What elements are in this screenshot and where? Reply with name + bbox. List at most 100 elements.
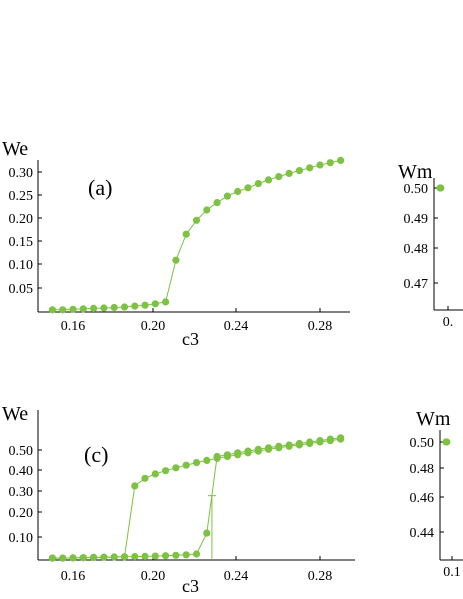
data-point-panel-c [192,550,201,558]
panel-label-a: (a) [88,175,112,200]
x-tick-label-panel-a: 0.20 [141,319,166,334]
data-point-panel-a [234,187,242,196]
data-point-panel-b [437,184,445,192]
y-tick-label-panel-b: 0.50 [404,182,429,197]
x-tick-label-panel-d: 0.1 [443,565,461,580]
y-tick-label-panel-a: 0.05 [9,282,34,297]
data-point-panel-c [100,553,108,561]
y-tick-label-panel-d: 0.50 [410,436,435,451]
data-point-panel-a [141,301,149,309]
ylabel-panel-b: Wm [398,161,433,183]
ylabel-panel-d: Wm [416,408,451,430]
data-point-panel-a [306,164,314,172]
data-point-panel-c [254,445,262,453]
chart-panel-d: Wm 0.1 0.44 0.46 0.48 0.50 [410,408,463,580]
xlabel-panel-c: c3 [182,576,199,596]
data-point-panel-c [234,449,242,457]
data-point-panel-c [306,438,314,446]
data-point-panel-a [151,300,159,308]
y-tick-label-panel-c: 0.10 [9,531,34,546]
data-point-panel-a [275,173,283,181]
data-point-panel-a [69,305,77,313]
data-point-panel-a [203,206,211,214]
ylabel-panel-a: We [2,138,28,160]
y-tick-label-panel-d: 0.48 [410,462,435,477]
chart-panel-c: We (c) c3 0.16 0.20 0.24 0.28 0.10 0.20 0.30 0.… [2,403,355,596]
ylabel-panel-c: We [2,403,28,425]
panel-label-c: (c) [84,442,108,467]
data-point-panel-c [182,461,190,469]
data-point-panel-a [326,159,334,167]
y-tick-label-panel-a: 0.25 [9,189,34,204]
data-point-panel-c [182,551,190,559]
y-tick-label-panel-b: 0.47 [404,277,429,292]
data-point-panel-c [120,553,129,561]
data-point-panel-a [254,180,262,188]
data-point-panel-c [244,447,252,455]
data-point-panel-c [172,464,180,472]
y-tick-label-panel-a: 0.15 [9,235,34,250]
data-point-panel-c [192,459,201,467]
data-point-panel-c [69,554,77,562]
data-point-panel-c [203,529,211,537]
data-point-panel-a [100,304,108,312]
data-point-panel-a [316,161,324,169]
data-point-panel-c [203,456,211,464]
y-tick-label-panel-b: 0.48 [404,242,429,257]
data-point-panel-a [48,306,57,314]
y-tick-label-panel-c: 0.40 [9,464,34,479]
data-point-panel-c [141,474,149,482]
data-point-panel-c [337,434,345,442]
data-point-panel-c [131,553,139,561]
y-tick-label-panel-b: 0.49 [404,212,429,227]
data-point-panel-a [79,305,87,313]
data-point-panel-c [110,553,118,561]
data-point-panel-c [316,437,324,445]
x-tick-label-panel-c: 0.16 [61,569,86,584]
data-point-panel-a [59,306,67,314]
data-point-panel-c [285,441,293,449]
data-point-panel-a [337,156,345,164]
y-tick-label-panel-d: 0.44 [410,526,435,541]
x-tick-label-panel-c: 0.28 [308,569,333,584]
x-tick-label-panel-a: 0.16 [61,319,86,334]
data-point-panel-c [162,552,170,560]
data-point-panel-a [182,230,190,238]
y-tick-label-panel-d: 0.46 [410,491,435,506]
data-point-panel-c [326,435,334,443]
x-tick-label-panel-c: 0.24 [224,569,249,584]
data-point-panel-a [264,176,273,184]
data-point-panel-c [213,452,221,461]
xlabel-panel-a: c3 [182,329,199,349]
data-point-panel-a [285,169,293,177]
data-point-panel-c [264,444,273,452]
x-tick-label-panel-a: 0.28 [308,319,333,334]
y-tick-label-panel-a: 0.30 [9,166,34,181]
y-tick-label-panel-c: 0.50 [9,444,34,459]
data-point-panel-c [275,442,283,450]
data-point-panel-a [120,303,129,311]
y-tick-label-panel-a: 0.20 [9,212,34,227]
x-tick-label-panel-b: 0. [443,315,454,330]
data-point-panel-a [110,303,118,312]
data-point-panel-c [162,467,170,475]
y-tick-label-panel-c: 0.30 [9,485,34,500]
data-point-panel-d [443,438,451,446]
chart-panel-b: Wm 0. 0.47 0.48 0.49 0.50 [398,161,463,330]
data-point-panel-c [90,553,98,562]
data-point-panel-c [141,552,149,561]
data-point-panel-a [223,192,231,200]
data-point-panel-c [59,554,67,562]
data-point-panel-a [131,302,139,310]
chart-panel-a: We (a) c3 0.16 0.20 0.24 0.28 0.05 0.10 0.15 0.… [2,138,350,349]
data-point-panel-a [213,199,221,207]
data-point-panel-a [192,216,201,224]
data-point-panel-c [295,439,303,448]
data-point-panel-a [295,167,303,175]
data-point-panel-c [223,451,231,459]
y-tick-label-panel-c: 0.20 [9,506,34,521]
x-tick-label-panel-a: 0.24 [224,319,249,334]
data-point-panel-a [244,184,252,192]
y-tick-label-panel-a: 0.10 [9,258,34,273]
